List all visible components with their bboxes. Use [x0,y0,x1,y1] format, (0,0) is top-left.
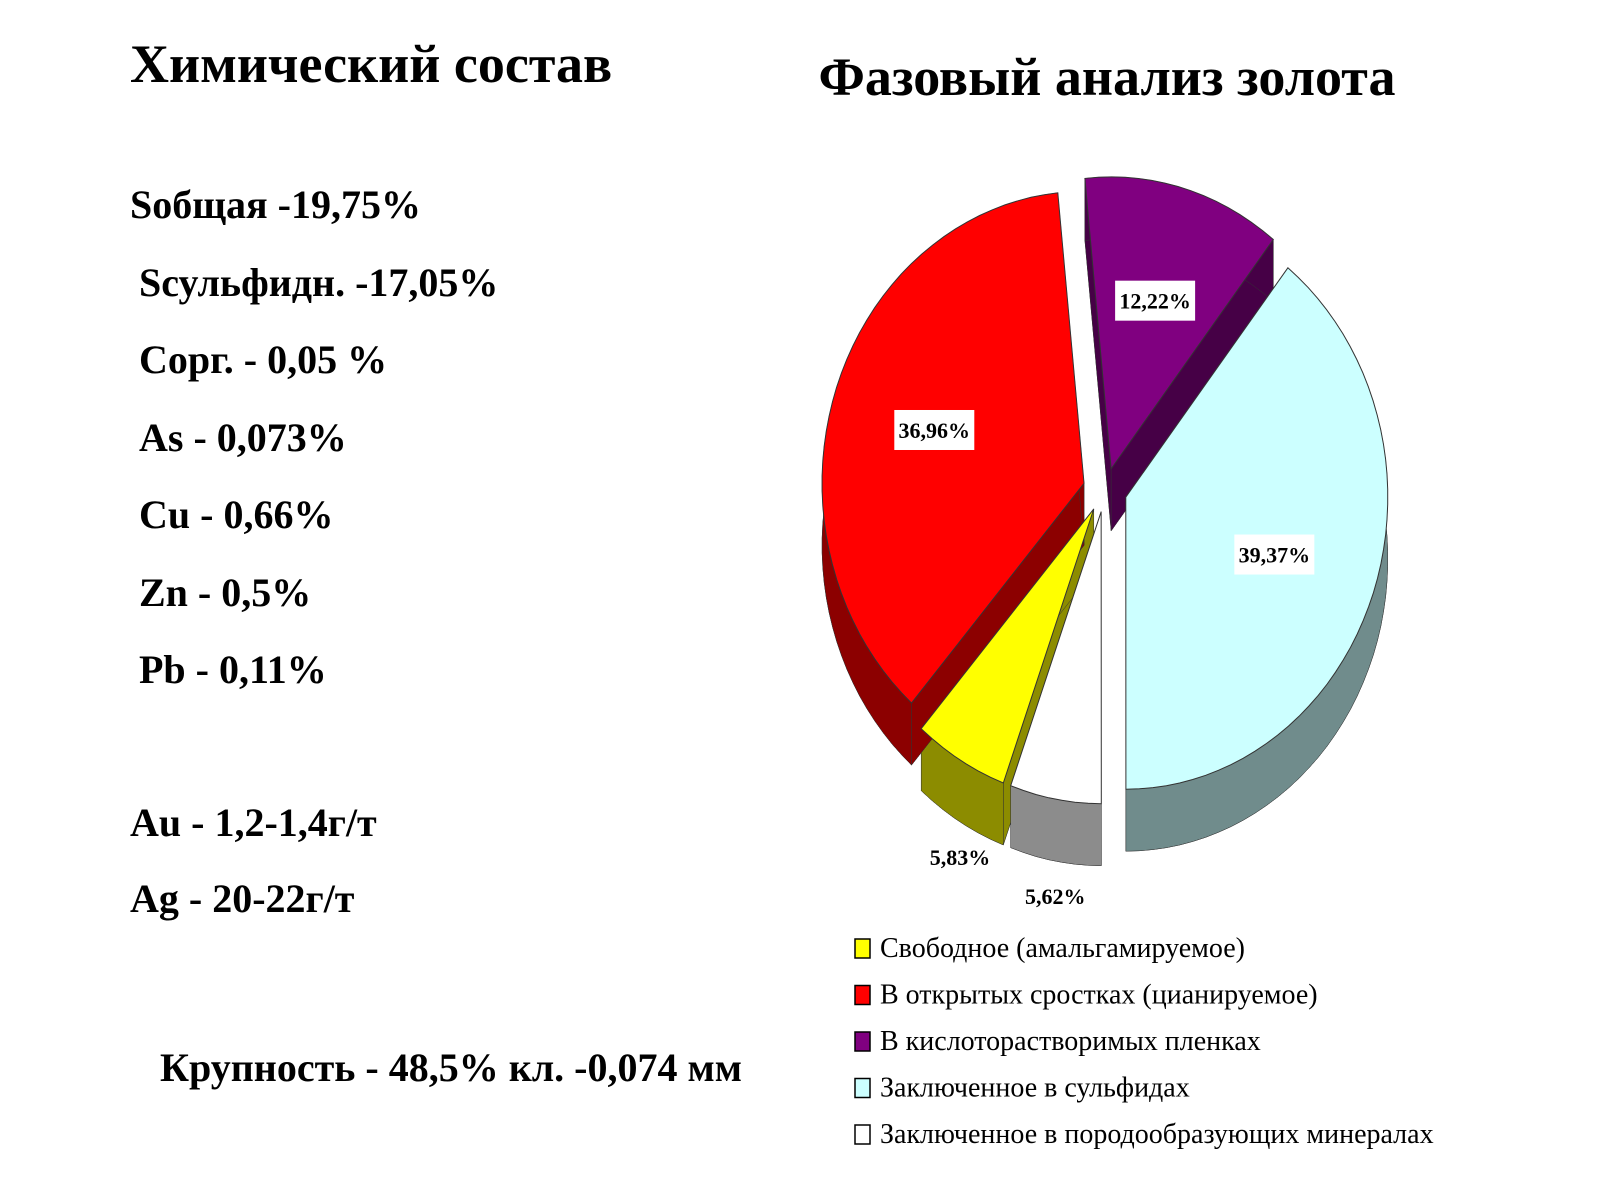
value-label-box [1115,280,1196,321]
value-label: 39,37% [1239,543,1311,568]
value-label: 5,62% [1025,884,1086,909]
slice [1084,176,1274,471]
metal-line: Ag - 20-22г/т [130,876,355,921]
composition-line: Pb - 0,11% [139,647,327,692]
legend-label: Свободное (амальгамируемое) [880,933,1245,964]
legend-label: Заключенное в сульфидах [880,1073,1190,1104]
slice [920,508,1095,784]
composition-line: Cu - 0,66% [139,492,333,537]
composition-line: Sсульфидн. -17,05% [139,260,498,305]
slice [1125,267,1389,790]
value-label: 5,83% [930,845,991,870]
composition-line: Zn - 0,5% [139,570,311,615]
legend-swatch [854,1077,871,1099]
composition-line: As - 0,073% [139,415,347,460]
value-label-box [1234,534,1315,575]
legend-swatch [854,1031,871,1052]
value-label-box [894,409,975,450]
value-label: 12,22% [1119,289,1191,314]
legend-label: В открытых сростках (цианируемое) [880,980,1318,1011]
pie: 5,83% 36,96% 12,22% 39,37% 5,62% [821,176,1389,909]
legend-label: В кислоторастворимых пленках [880,1026,1261,1057]
legend-swatch [854,1124,871,1145]
value-label: 36,96% [899,418,971,443]
composition-list: Sобщая -19,75% Sсульфидн. -17,05% Сорг. - … [130,182,742,1090]
left-title: Химический состав [130,34,612,94]
slice [1010,511,1102,805]
legend-swatch [854,984,871,1006]
composition-line: Сорг. - 0,05 % [139,337,387,382]
legend-swatch [854,938,871,959]
composition-line: Sобщая -19,75% [130,182,421,227]
metal-line: Au - 1,2-1,4г/т [130,800,377,845]
legend: Свободное (амальгамируемое) В открытых ср… [854,933,1434,1150]
chart-title: Фазовый анализ золота [819,47,1396,107]
size-line: Крупность - 48,5% кл. -0,074 мм [160,1045,742,1090]
legend-label: Заключенное в породообразующих минералах [880,1119,1434,1150]
